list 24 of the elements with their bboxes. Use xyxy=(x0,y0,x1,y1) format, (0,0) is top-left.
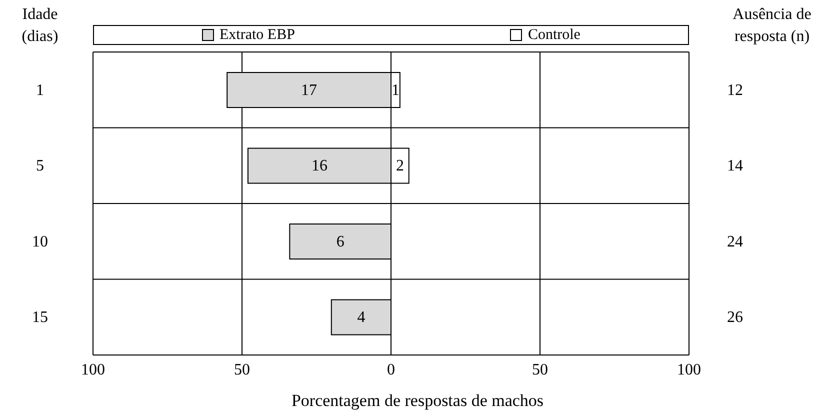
x-tick-label: 50 xyxy=(532,361,548,378)
text: 14 xyxy=(727,158,743,175)
x-tick-label: 0 xyxy=(387,361,395,378)
annotation: 1 xyxy=(391,82,400,99)
y2-axis-title: Ausência de resposta (n) xyxy=(732,5,812,47)
text: 12 xyxy=(727,82,743,99)
annotation: 4 xyxy=(357,309,366,326)
annotation: 17 xyxy=(301,82,318,99)
y-tick-label: 15 xyxy=(32,309,48,326)
legend-label: Controle xyxy=(528,26,580,44)
x-tick-label: 50 xyxy=(234,361,250,378)
y-tick-label: 5 xyxy=(36,158,44,175)
y-tick-label: 1 xyxy=(36,82,44,99)
annotation: 6 xyxy=(336,233,344,250)
y-tick-label: 10 xyxy=(32,233,48,250)
legend-label: Extrato EBP xyxy=(220,26,295,44)
x-tick-label: 100 xyxy=(81,361,105,378)
annotation: 16 xyxy=(311,158,328,175)
text: 24 xyxy=(727,233,743,250)
text: 26 xyxy=(727,309,743,326)
annotation: 2 xyxy=(396,158,404,175)
x-axis-title: Porcentagem de respostas de machos xyxy=(290,391,545,411)
y-axis-title: Idade (dias) xyxy=(20,5,60,47)
x-tick-label: 100 xyxy=(677,361,701,378)
